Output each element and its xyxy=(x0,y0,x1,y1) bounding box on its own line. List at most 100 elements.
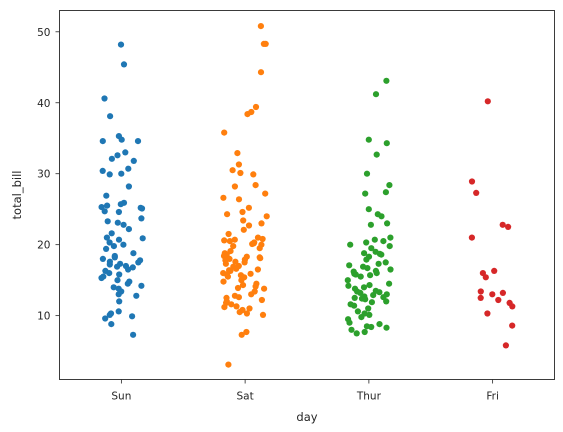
data-point-fri-12 xyxy=(477,294,484,301)
data-point-sun-6 xyxy=(99,138,106,145)
data-point-thur-49 xyxy=(357,289,364,296)
data-point-sun-36 xyxy=(120,241,127,248)
data-point-thur-43 xyxy=(345,282,352,289)
data-point-sat-17 xyxy=(235,196,243,203)
data-point-sat-78 xyxy=(228,301,235,308)
data-point-sat-53 xyxy=(233,265,240,272)
data-point-sat-64 xyxy=(220,278,227,285)
x-tick-label-fri: Fri xyxy=(486,391,499,403)
data-point-fri-3 xyxy=(499,221,506,228)
y-axis-ticks: 10 20 30 40 50 xyxy=(37,27,60,323)
data-point-thur-18 xyxy=(347,241,354,248)
data-point-sun-13 xyxy=(99,167,106,174)
data-point-sun-37 xyxy=(110,243,117,250)
data-point-sun-19 xyxy=(117,201,124,208)
data-point-sun-42 xyxy=(99,255,106,262)
data-point-sat-37 xyxy=(256,245,263,252)
data-point-thur-16 xyxy=(380,238,387,245)
data-point-thur-56 xyxy=(362,296,369,303)
data-point-sun-0 xyxy=(117,41,125,48)
data-point-fri-15 xyxy=(509,303,516,310)
data-point-sat-23 xyxy=(258,220,265,227)
data-point-thur-64 xyxy=(366,311,373,318)
x-tick-label-sun: Sun xyxy=(111,391,131,403)
data-point-fri-2 xyxy=(473,189,480,196)
data-point-sun-3 xyxy=(107,113,114,120)
data-point-sat-48 xyxy=(232,258,239,265)
data-point-sat-19 xyxy=(239,208,246,216)
data-point-thur-32 xyxy=(387,266,394,273)
data-point-sun-12 xyxy=(125,165,132,172)
data-point-sat-30 xyxy=(221,237,228,244)
data-point-thur-28 xyxy=(375,260,382,267)
data-point-thur-1 xyxy=(372,91,380,98)
data-point-sun-69 xyxy=(106,311,113,318)
data-point-sun-27 xyxy=(104,218,111,225)
data-point-thur-58 xyxy=(368,299,375,306)
data-point-sat-8 xyxy=(234,150,241,157)
data-point-sat-7 xyxy=(221,129,228,136)
data-point-sat-68 xyxy=(234,284,242,292)
data-point-sun-65 xyxy=(133,292,140,299)
data-point-sun-67 xyxy=(115,308,122,315)
data-point-sun-17 xyxy=(103,192,110,199)
data-point-sat-75 xyxy=(258,296,265,304)
data-point-thur-74 xyxy=(353,330,360,337)
data-point-sun-1 xyxy=(120,61,128,68)
data-point-sun-49 xyxy=(114,263,121,270)
data-point-thur-29 xyxy=(346,262,353,269)
data-point-sun-39 xyxy=(130,250,137,257)
data-point-sat-66 xyxy=(239,282,247,289)
data-point-thur-6 xyxy=(386,182,393,189)
data-point-sat-80 xyxy=(221,304,228,311)
data-point-sun-72 xyxy=(108,321,115,328)
data-point-sun-35 xyxy=(106,239,113,246)
data-point-fri-8 xyxy=(482,274,489,281)
data-point-sun-66 xyxy=(116,298,123,305)
data-point-thur-9 xyxy=(365,206,372,213)
data-point-sun-9 xyxy=(114,152,121,159)
x-axis-ticks: Sun Sat Thur Fri xyxy=(111,379,499,403)
data-point-sun-8 xyxy=(122,149,129,156)
data-point-fri-16 xyxy=(484,310,491,317)
data-point-sun-71 xyxy=(102,315,109,322)
data-point-thur-0 xyxy=(383,77,390,84)
x-tick-label-thur: Thur xyxy=(356,391,382,403)
data-point-thur-60 xyxy=(351,302,358,309)
data-point-thur-20 xyxy=(368,245,375,252)
y-tick-label-30: 30 xyxy=(37,169,50,181)
data-point-sun-73 xyxy=(130,331,137,338)
data-point-sat-14 xyxy=(231,183,238,190)
data-point-thur-70 xyxy=(368,323,375,331)
data-point-fri-11 xyxy=(489,291,496,298)
data-point-sat-22 xyxy=(240,217,247,224)
data-point-sun-47 xyxy=(106,261,113,268)
data-point-thur-67 xyxy=(346,319,353,326)
y-tick-label-10: 10 xyxy=(37,311,50,323)
data-point-sun-23 xyxy=(138,205,146,212)
data-point-sun-51 xyxy=(125,266,132,273)
data-point-sun-7 xyxy=(134,138,142,145)
data-point-fri-6 xyxy=(491,267,498,274)
data-point-thur-7 xyxy=(382,189,389,196)
data-point-thur-14 xyxy=(387,234,394,241)
data-point-thur-27 xyxy=(382,259,389,266)
data-point-sun-29 xyxy=(120,221,127,228)
data-point-sat-61 xyxy=(224,273,231,280)
data-point-sat-21 xyxy=(263,213,270,220)
data-point-thur-40 xyxy=(344,277,351,284)
data-point-sat-58 xyxy=(247,270,254,277)
data-point-thur-48 xyxy=(376,289,383,296)
data-point-thur-17 xyxy=(363,239,370,246)
data-point-sat-31 xyxy=(226,238,233,245)
data-point-sat-54 xyxy=(254,266,261,273)
data-point-sat-67 xyxy=(252,283,259,290)
data-point-sun-15 xyxy=(106,171,113,178)
data-point-sun-60 xyxy=(138,282,145,289)
data-point-sat-13 xyxy=(252,182,259,189)
data-point-sun-54 xyxy=(116,271,123,278)
data-point-sat-20 xyxy=(224,211,231,218)
data-point-sat-16 xyxy=(220,194,227,201)
data-point-sun-25 xyxy=(115,208,122,216)
data-point-thur-3 xyxy=(383,140,390,147)
